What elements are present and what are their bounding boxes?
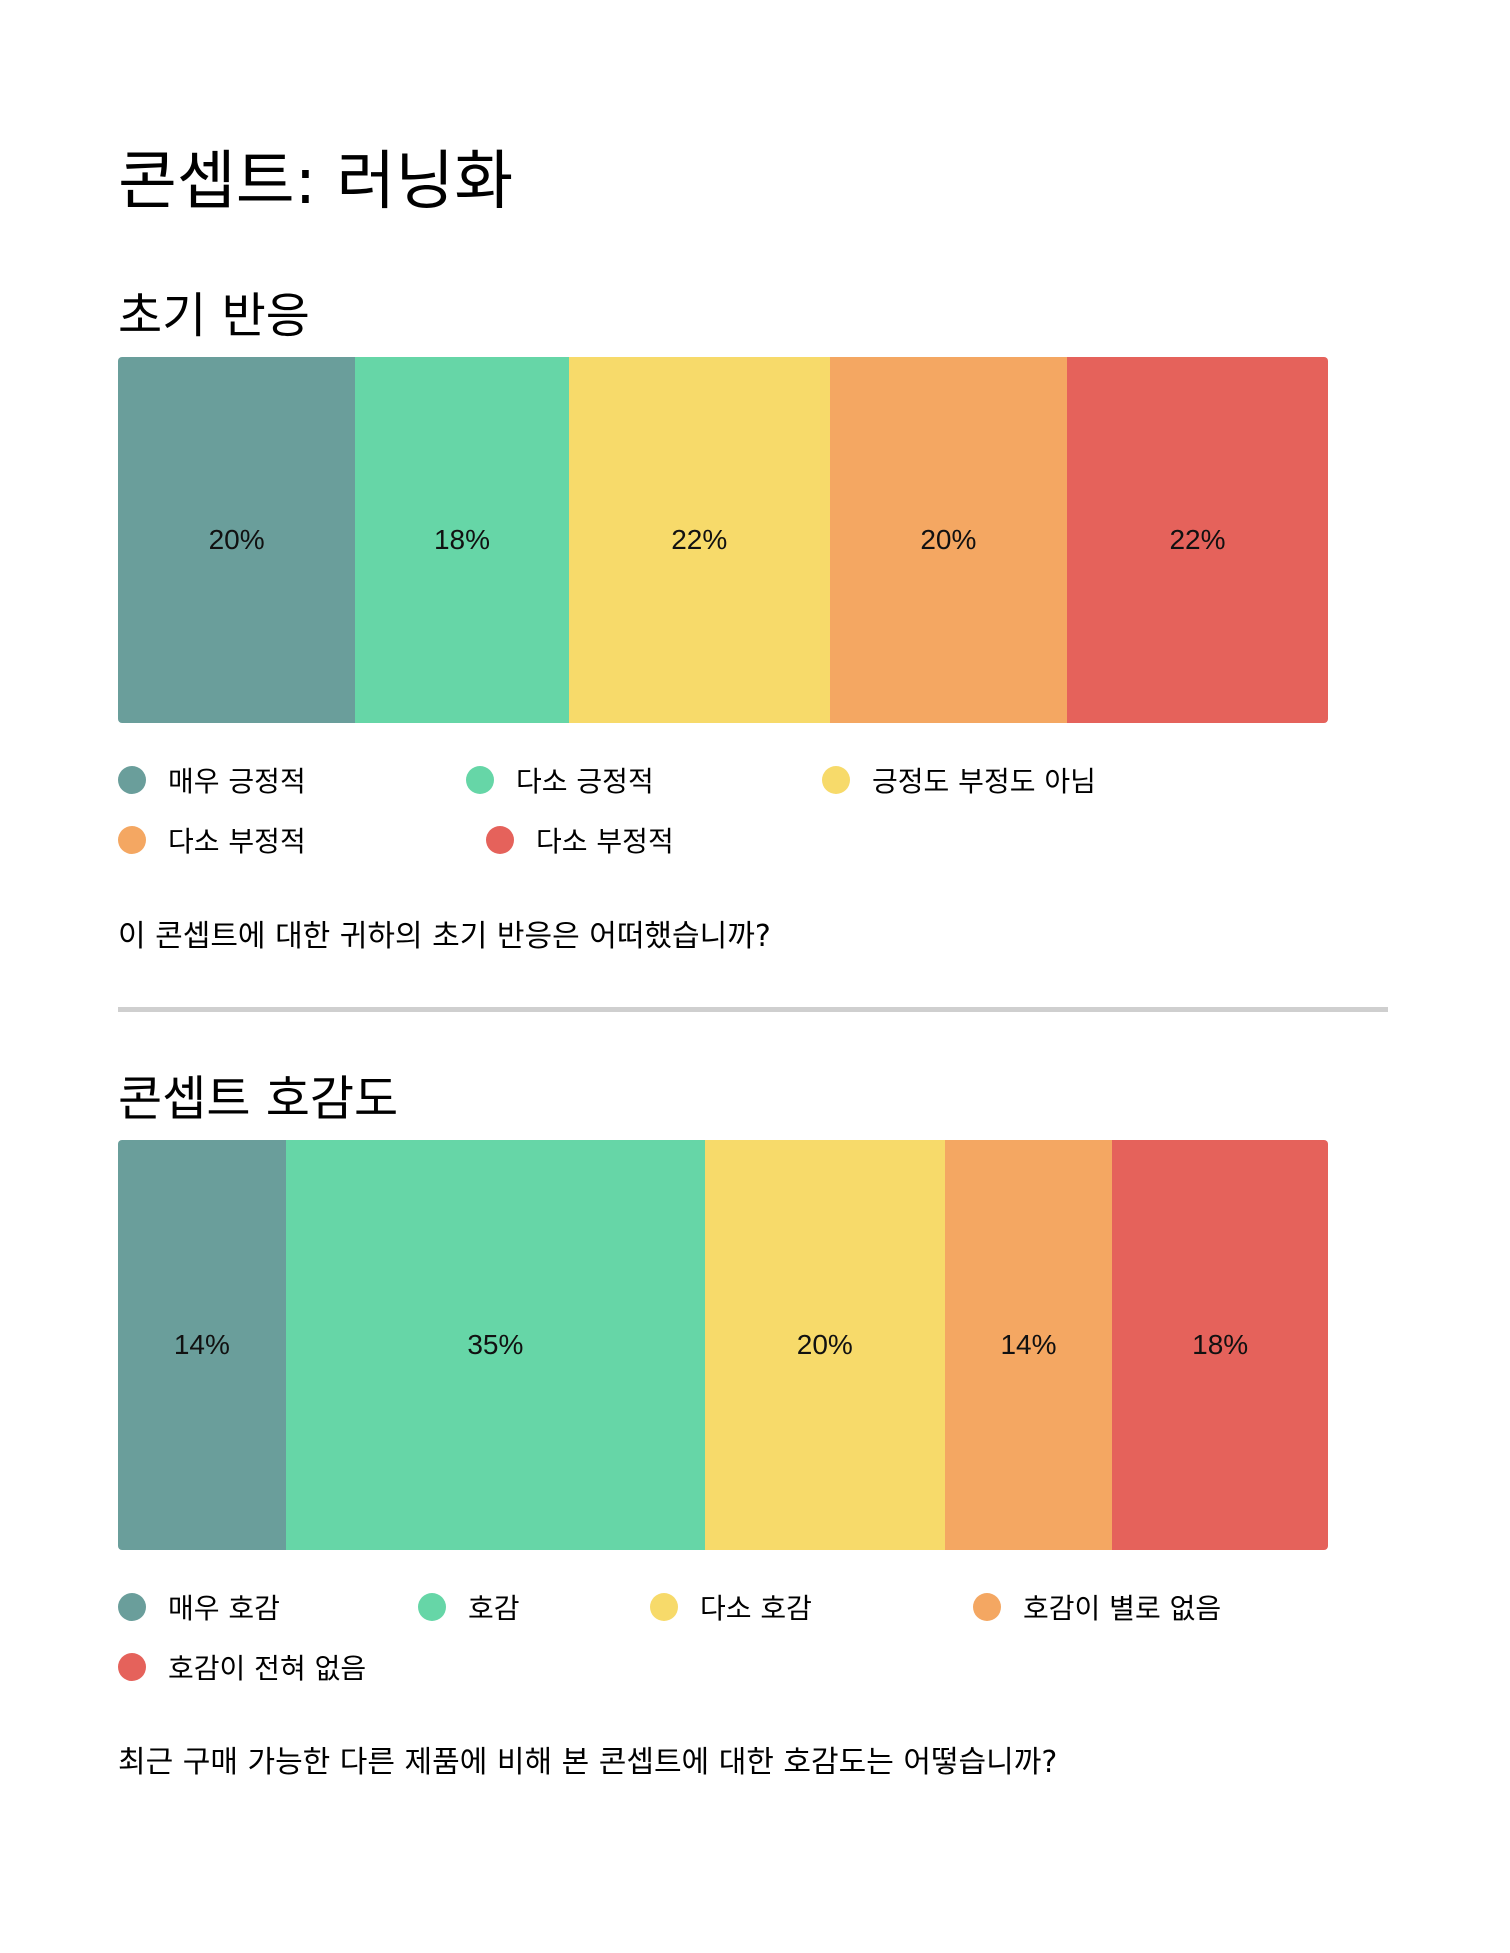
legend-swatch-icon	[466, 766, 494, 794]
data-label: 18%	[1192, 1329, 1249, 1360]
data-label: 22%	[1169, 524, 1226, 555]
bar-segment: 20%	[829, 357, 1067, 723]
chart-title-initial-reaction: 초기 반응	[118, 288, 310, 344]
legend-item: 다소 긍정적	[466, 760, 654, 800]
legend-item: 다소 호감	[650, 1587, 812, 1627]
page-title: 콘셉트: 러닝화	[118, 145, 514, 219]
bar-segment: 35%	[285, 1140, 706, 1550]
bar-segment: 18%	[1112, 1140, 1328, 1550]
legend-label: 매우 호감	[168, 1592, 280, 1625]
data-label: 14%	[173, 1329, 230, 1360]
legend-item: 다소 부정적	[118, 820, 306, 860]
legend-label: 다소 긍정적	[516, 765, 654, 798]
bar-segment: 22%	[1066, 357, 1328, 723]
bar-segment: 20%	[118, 357, 356, 723]
bar-segment: 18%	[355, 357, 569, 723]
bar-segment: 14%	[944, 1140, 1113, 1550]
stacked-bar-initial-reaction: 20% 18% 22% 20% 22%	[118, 357, 1328, 723]
stacked-bar-favorability: 14% 35% 20% 14% 18%	[118, 1140, 1328, 1550]
bar-segment: 20%	[705, 1140, 945, 1550]
legend-label: 호감이 전혀 없음	[168, 1652, 367, 1685]
legend-swatch-icon	[118, 1653, 146, 1681]
legend-item: 매우 호감	[118, 1587, 280, 1627]
data-label: 14%	[1000, 1329, 1057, 1360]
legend-item: 매우 긍정적	[118, 760, 306, 800]
legend-label: 호감	[468, 1592, 520, 1625]
data-label: 20%	[208, 524, 265, 555]
legend-label: 긍정도 부정도 아님	[872, 765, 1096, 798]
legend-label: 다소 부정적	[168, 825, 306, 858]
legend-item: 다소 부정적	[486, 820, 674, 860]
legend-swatch-icon	[822, 766, 850, 794]
bar-segment: 14%	[118, 1140, 286, 1550]
data-label: 35%	[467, 1329, 524, 1360]
legend-label: 다소 부정적	[536, 825, 674, 858]
legend-swatch-icon	[118, 1593, 146, 1621]
legend-label: 매우 긍정적	[168, 765, 306, 798]
question-favorability: 최근 구매 가능한 다른 제품에 비해 본 콘셉트에 대한 호감도는 어떻습니까…	[118, 1745, 1058, 1780]
legend-swatch-icon	[418, 1593, 446, 1621]
legend-label: 호감이 별로 없음	[1023, 1592, 1222, 1625]
legend-item: 호감	[418, 1587, 520, 1627]
legend-label: 다소 호감	[700, 1592, 812, 1625]
legend-item: 호감이 별로 없음	[973, 1587, 1221, 1627]
legend-item: 긍정도 부정도 아님	[822, 760, 1096, 800]
legend-swatch-icon	[973, 1593, 1001, 1621]
data-label: 20%	[920, 524, 977, 555]
legend-swatch-icon	[118, 826, 146, 854]
section-divider	[118, 1007, 1388, 1012]
data-label: 22%	[671, 524, 728, 555]
bar-segment: 22%	[568, 357, 830, 723]
legend-swatch-icon	[650, 1593, 678, 1621]
legend-item: 호감이 전혀 없음	[118, 1647, 366, 1687]
chart-title-favorability: 콘셉트 호감도	[118, 1071, 399, 1127]
data-label: 20%	[796, 1329, 853, 1360]
data-label: 18%	[433, 524, 491, 555]
legend-swatch-icon	[486, 826, 514, 854]
legend-swatch-icon	[118, 766, 146, 794]
question-initial-reaction: 이 콘셉트에 대한 귀하의 초기 반응은 어떠했습니까?	[118, 919, 771, 954]
